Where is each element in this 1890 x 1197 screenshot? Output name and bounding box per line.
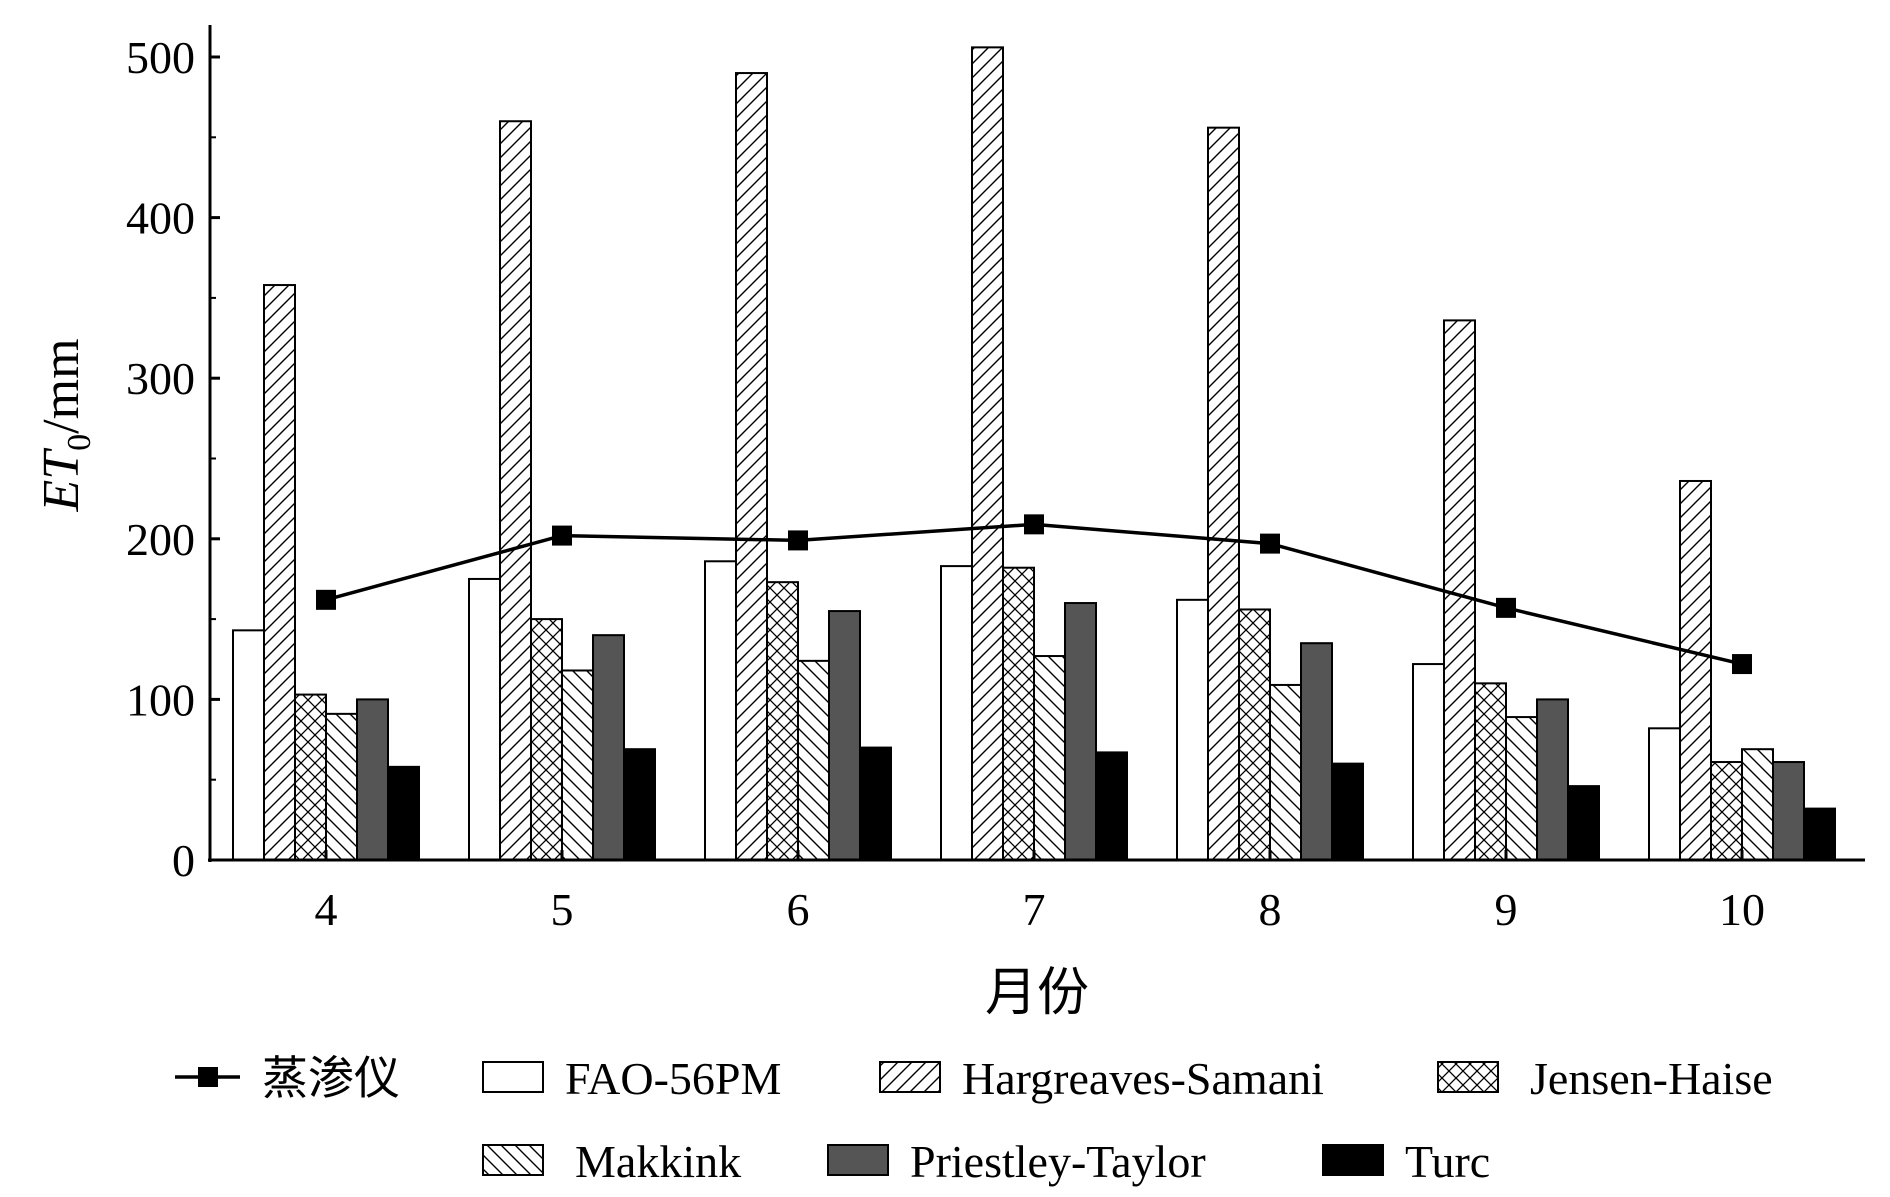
bar-priestley-taylor-9: [1536, 698, 1569, 862]
legend-label-jensen-haise: Jensen-Haise: [1530, 1053, 1773, 1104]
bar-priestley-taylor-6: [828, 610, 861, 861]
x-tick-label-6: 6: [787, 884, 810, 935]
legend-swatch-jensen-haise: [1437, 1061, 1499, 1093]
legend-swatch-hargreaves-samani: [879, 1061, 941, 1093]
legend-label-turc: Turc: [1405, 1136, 1490, 1187]
line-marker-4: [316, 589, 336, 610]
bar-hargreaves-samani-6: [735, 72, 768, 861]
legend-swatch-line-marker: [198, 1067, 218, 1087]
bar-makkink-10: [1741, 748, 1774, 861]
y-tick-label-500: 500: [126, 32, 195, 83]
bar-makkink-6: [797, 659, 830, 862]
bar-makkink-5: [561, 669, 594, 861]
x-axis-title: 月份: [985, 963, 1089, 1023]
line-marker-7: [1024, 514, 1044, 535]
bar-hargreaves-samani-4: [263, 284, 296, 861]
bar-fao-56pm-9: [1412, 663, 1445, 861]
bar-turc-7: [1095, 751, 1128, 862]
y-tick-label-300: 300: [126, 353, 195, 404]
y-axis-title: ET0/mm: [33, 338, 98, 512]
y-tick-label-400: 400: [126, 193, 195, 244]
legend-label-hargreaves-samani: Hargreaves-Samani: [962, 1053, 1324, 1104]
bar-turc-8: [1331, 762, 1364, 862]
legend-label-lysimeter: 蒸渗仪: [262, 1051, 400, 1105]
bar-hargreaves-samani-5: [499, 120, 532, 862]
line-marker-6: [788, 530, 808, 551]
bar-jensen-haise-4: [294, 693, 327, 861]
bar-jensen-haise-9: [1474, 682, 1507, 862]
bar-jensen-haise-8: [1238, 608, 1271, 861]
line-marker-10: [1732, 654, 1752, 675]
bar-hargreaves-samani-7: [971, 46, 1004, 861]
legend-swatch-priestley-taylor: [827, 1144, 889, 1176]
legend-label-fao-56pm: FAO-56PM: [565, 1053, 781, 1104]
legend-label-priestley-taylor: Priestley-Taylor: [910, 1136, 1206, 1187]
bar-priestley-taylor-7: [1064, 602, 1097, 861]
legend-swatch-turc: [1322, 1144, 1384, 1176]
y-tick-label-0: 0: [172, 835, 195, 886]
bar-priestley-taylor-10: [1772, 761, 1805, 861]
bar-turc-9: [1567, 785, 1600, 862]
bar-jensen-haise-7: [1002, 566, 1035, 861]
y-tick-label-100: 100: [126, 674, 195, 725]
legend: 蒸渗仪 FAO-56PM Hargreaves-Samani Jensen-Haise…: [175, 1051, 1773, 1187]
bar-hargreaves-samani-8: [1207, 126, 1240, 861]
y-axis-title-unit: /mm: [33, 338, 90, 433]
bar-makkink-7: [1033, 655, 1066, 862]
bar-fao-56pm-8: [1176, 598, 1209, 861]
axes-group: 0 100 200 300 400 500 4 5 6 7 8 9 10: [126, 25, 1865, 935]
line-series-group: [316, 514, 1752, 675]
y-axis-title-main: ET: [33, 448, 90, 513]
x-tick-label-10: 10: [1719, 884, 1765, 935]
bar-turc-4: [387, 765, 420, 861]
bar-fao-56pm-10: [1648, 727, 1681, 861]
x-tick-label-7: 7: [1023, 884, 1046, 935]
bar-makkink-4: [325, 712, 358, 861]
bar-priestley-taylor-4: [356, 698, 389, 862]
bar-jensen-haise-5: [530, 618, 563, 861]
x-tick-label-8: 8: [1259, 884, 1282, 935]
bar-fao-56pm-5: [468, 577, 501, 861]
bar-turc-5: [623, 748, 656, 861]
bar-hargreaves-samani-10: [1679, 479, 1712, 861]
bar-priestley-taylor-8: [1300, 642, 1333, 861]
bar-hargreaves-samani-9: [1443, 319, 1476, 862]
bar-fao-56pm-4: [232, 629, 265, 861]
x-tick-label-9: 9: [1495, 884, 1518, 935]
bar-fao-56pm-6: [704, 560, 737, 861]
bar-fao-56pm-7: [940, 565, 973, 861]
bar-turc-10: [1803, 807, 1836, 861]
bar-jensen-haise-10: [1710, 761, 1743, 861]
bar-makkink-9: [1505, 716, 1538, 861]
y-axis-title-sub: 0: [61, 434, 98, 451]
line-marker-5: [552, 525, 572, 546]
bar-turc-6: [859, 746, 892, 862]
line-marker-8: [1260, 533, 1280, 554]
bar-makkink-8: [1269, 683, 1302, 861]
bar-priestley-taylor-5: [592, 634, 625, 861]
legend-swatch-makkink: [482, 1144, 544, 1176]
bars-group: [232, 46, 1836, 862]
y-tick-label-200: 200: [126, 514, 195, 565]
x-tick-label-5: 5: [551, 884, 574, 935]
bar-jensen-haise-6: [766, 581, 799, 861]
x-tick-label-4: 4: [315, 884, 338, 935]
legend-label-makkink: Makkink: [575, 1136, 741, 1187]
line-marker-9: [1496, 597, 1516, 618]
legend-swatch-fao-56pm: [482, 1061, 544, 1093]
